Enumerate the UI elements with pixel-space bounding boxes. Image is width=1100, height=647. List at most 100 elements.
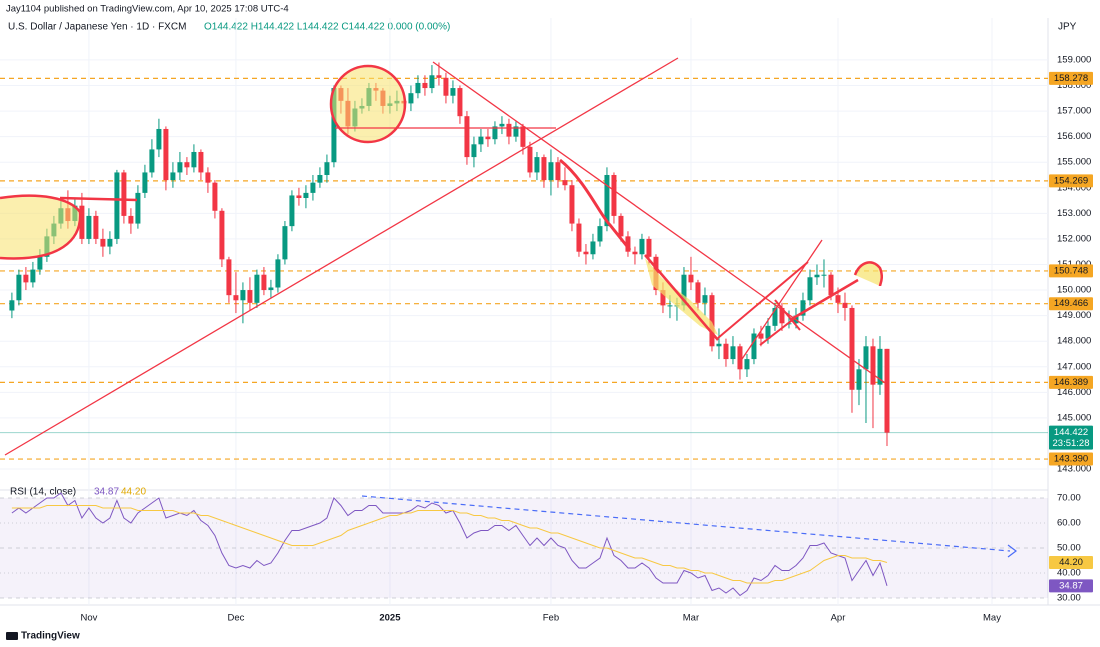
trend-line xyxy=(432,61,889,386)
y-tick-label: 156.000 xyxy=(1057,131,1091,142)
candle-body xyxy=(149,149,155,173)
candle-body xyxy=(163,128,169,181)
y-tick-label: 153.000 xyxy=(1057,208,1091,219)
candle-body xyxy=(835,295,841,303)
rsi-line xyxy=(11,492,888,597)
candle-body xyxy=(93,215,99,239)
highlight-ellipse xyxy=(0,194,82,260)
candle-body xyxy=(625,236,631,252)
candle-body xyxy=(100,238,106,247)
candle-body xyxy=(240,290,246,301)
level-label: 143.390 xyxy=(1054,454,1088,465)
level-label: 146.389 xyxy=(1054,377,1088,388)
candle-body xyxy=(429,75,435,89)
candle-body xyxy=(226,259,232,296)
publisher-note: Jay1104 published on TradingView.com, Ap… xyxy=(6,4,289,15)
candle-body xyxy=(436,75,442,78)
candle-body xyxy=(471,144,477,158)
candle-body xyxy=(86,215,92,239)
candle-body xyxy=(128,215,134,224)
candle-body xyxy=(779,307,785,324)
candle-body xyxy=(478,136,484,145)
candle-body xyxy=(534,157,540,173)
rsi-tick-label: 30.00 xyxy=(1057,593,1081,604)
candle-body xyxy=(632,251,638,255)
candle-body xyxy=(9,300,15,311)
level-label: 154.269 xyxy=(1054,175,1088,186)
candle-body xyxy=(331,88,337,163)
candle-body xyxy=(856,369,862,390)
candle-body xyxy=(541,157,547,181)
candle-body xyxy=(191,151,197,168)
y-tick-label: 147.000 xyxy=(1057,361,1091,372)
candle-body xyxy=(23,274,29,283)
candle-body xyxy=(198,151,204,173)
candle-body xyxy=(870,346,876,385)
candle-body xyxy=(233,295,239,301)
channel-line xyxy=(717,261,809,339)
level-label: 149.466 xyxy=(1054,298,1088,309)
currency-label: JPY xyxy=(1058,22,1077,33)
y-tick-label: 149.000 xyxy=(1057,310,1091,321)
candle-body xyxy=(730,346,736,360)
rsi-value-label: 34.87 xyxy=(1059,580,1083,591)
candle-body xyxy=(121,172,127,216)
y-tick-label: 145.000 xyxy=(1057,412,1091,423)
candle-body xyxy=(170,172,176,181)
candle-body xyxy=(583,251,589,255)
level-label-box xyxy=(1049,174,1093,188)
candle-body xyxy=(415,82,421,94)
candle-body xyxy=(289,195,295,227)
candle-body xyxy=(492,126,498,140)
candle-body xyxy=(520,126,526,147)
plot-area xyxy=(0,18,1048,605)
candle-body xyxy=(807,277,813,301)
candle-body xyxy=(247,290,253,303)
logo: TradingView xyxy=(6,631,80,642)
candle-body xyxy=(156,128,162,150)
drawn-curve xyxy=(559,158,632,251)
rsi-trend-line xyxy=(361,495,1011,552)
axes: 143.000 145.000 146.000 147.000 148.000 149.0… xyxy=(80,54,1093,624)
drawn-line xyxy=(59,196,138,202)
candle-body xyxy=(604,174,610,227)
candle-body xyxy=(303,192,309,199)
rsi-title: RSI (14, close) xyxy=(10,487,76,498)
rsi-tick-label: 40.00 xyxy=(1057,568,1081,579)
candle-body xyxy=(527,146,533,173)
rsi-ma-legend-value: 44.20 xyxy=(121,487,146,498)
candle-body xyxy=(443,77,449,96)
candle-body xyxy=(611,174,617,216)
highlight-ellipse xyxy=(329,64,407,144)
x-tick-label: Feb xyxy=(543,613,559,624)
logo-text: TradingView xyxy=(21,631,80,642)
candle-body xyxy=(464,116,470,158)
candle-body xyxy=(737,346,743,370)
candle-body xyxy=(142,172,148,193)
candle-body xyxy=(317,174,323,183)
level-label-box xyxy=(1049,71,1093,85)
candle-body xyxy=(485,136,491,140)
candle-body xyxy=(576,223,582,252)
candle-body xyxy=(681,274,687,306)
y-tick-label: 146.000 xyxy=(1057,387,1091,398)
candle-body xyxy=(562,180,568,186)
level-label-box xyxy=(1049,264,1093,278)
drawings xyxy=(0,57,1017,558)
candle-body xyxy=(268,287,274,291)
rsi-value-box xyxy=(1049,556,1093,569)
candle-body xyxy=(79,205,85,239)
candle-body xyxy=(548,162,554,181)
drawn-line xyxy=(644,254,719,341)
candle-body xyxy=(660,290,666,306)
candle-body xyxy=(772,307,778,326)
candle-body xyxy=(863,346,869,370)
candle-body xyxy=(814,274,820,278)
candle-body xyxy=(828,274,834,296)
last-price-box xyxy=(1049,425,1093,450)
logo-mark xyxy=(6,632,18,640)
rsi-line xyxy=(11,505,888,584)
candle-body xyxy=(702,295,708,303)
candle-body xyxy=(324,162,330,175)
